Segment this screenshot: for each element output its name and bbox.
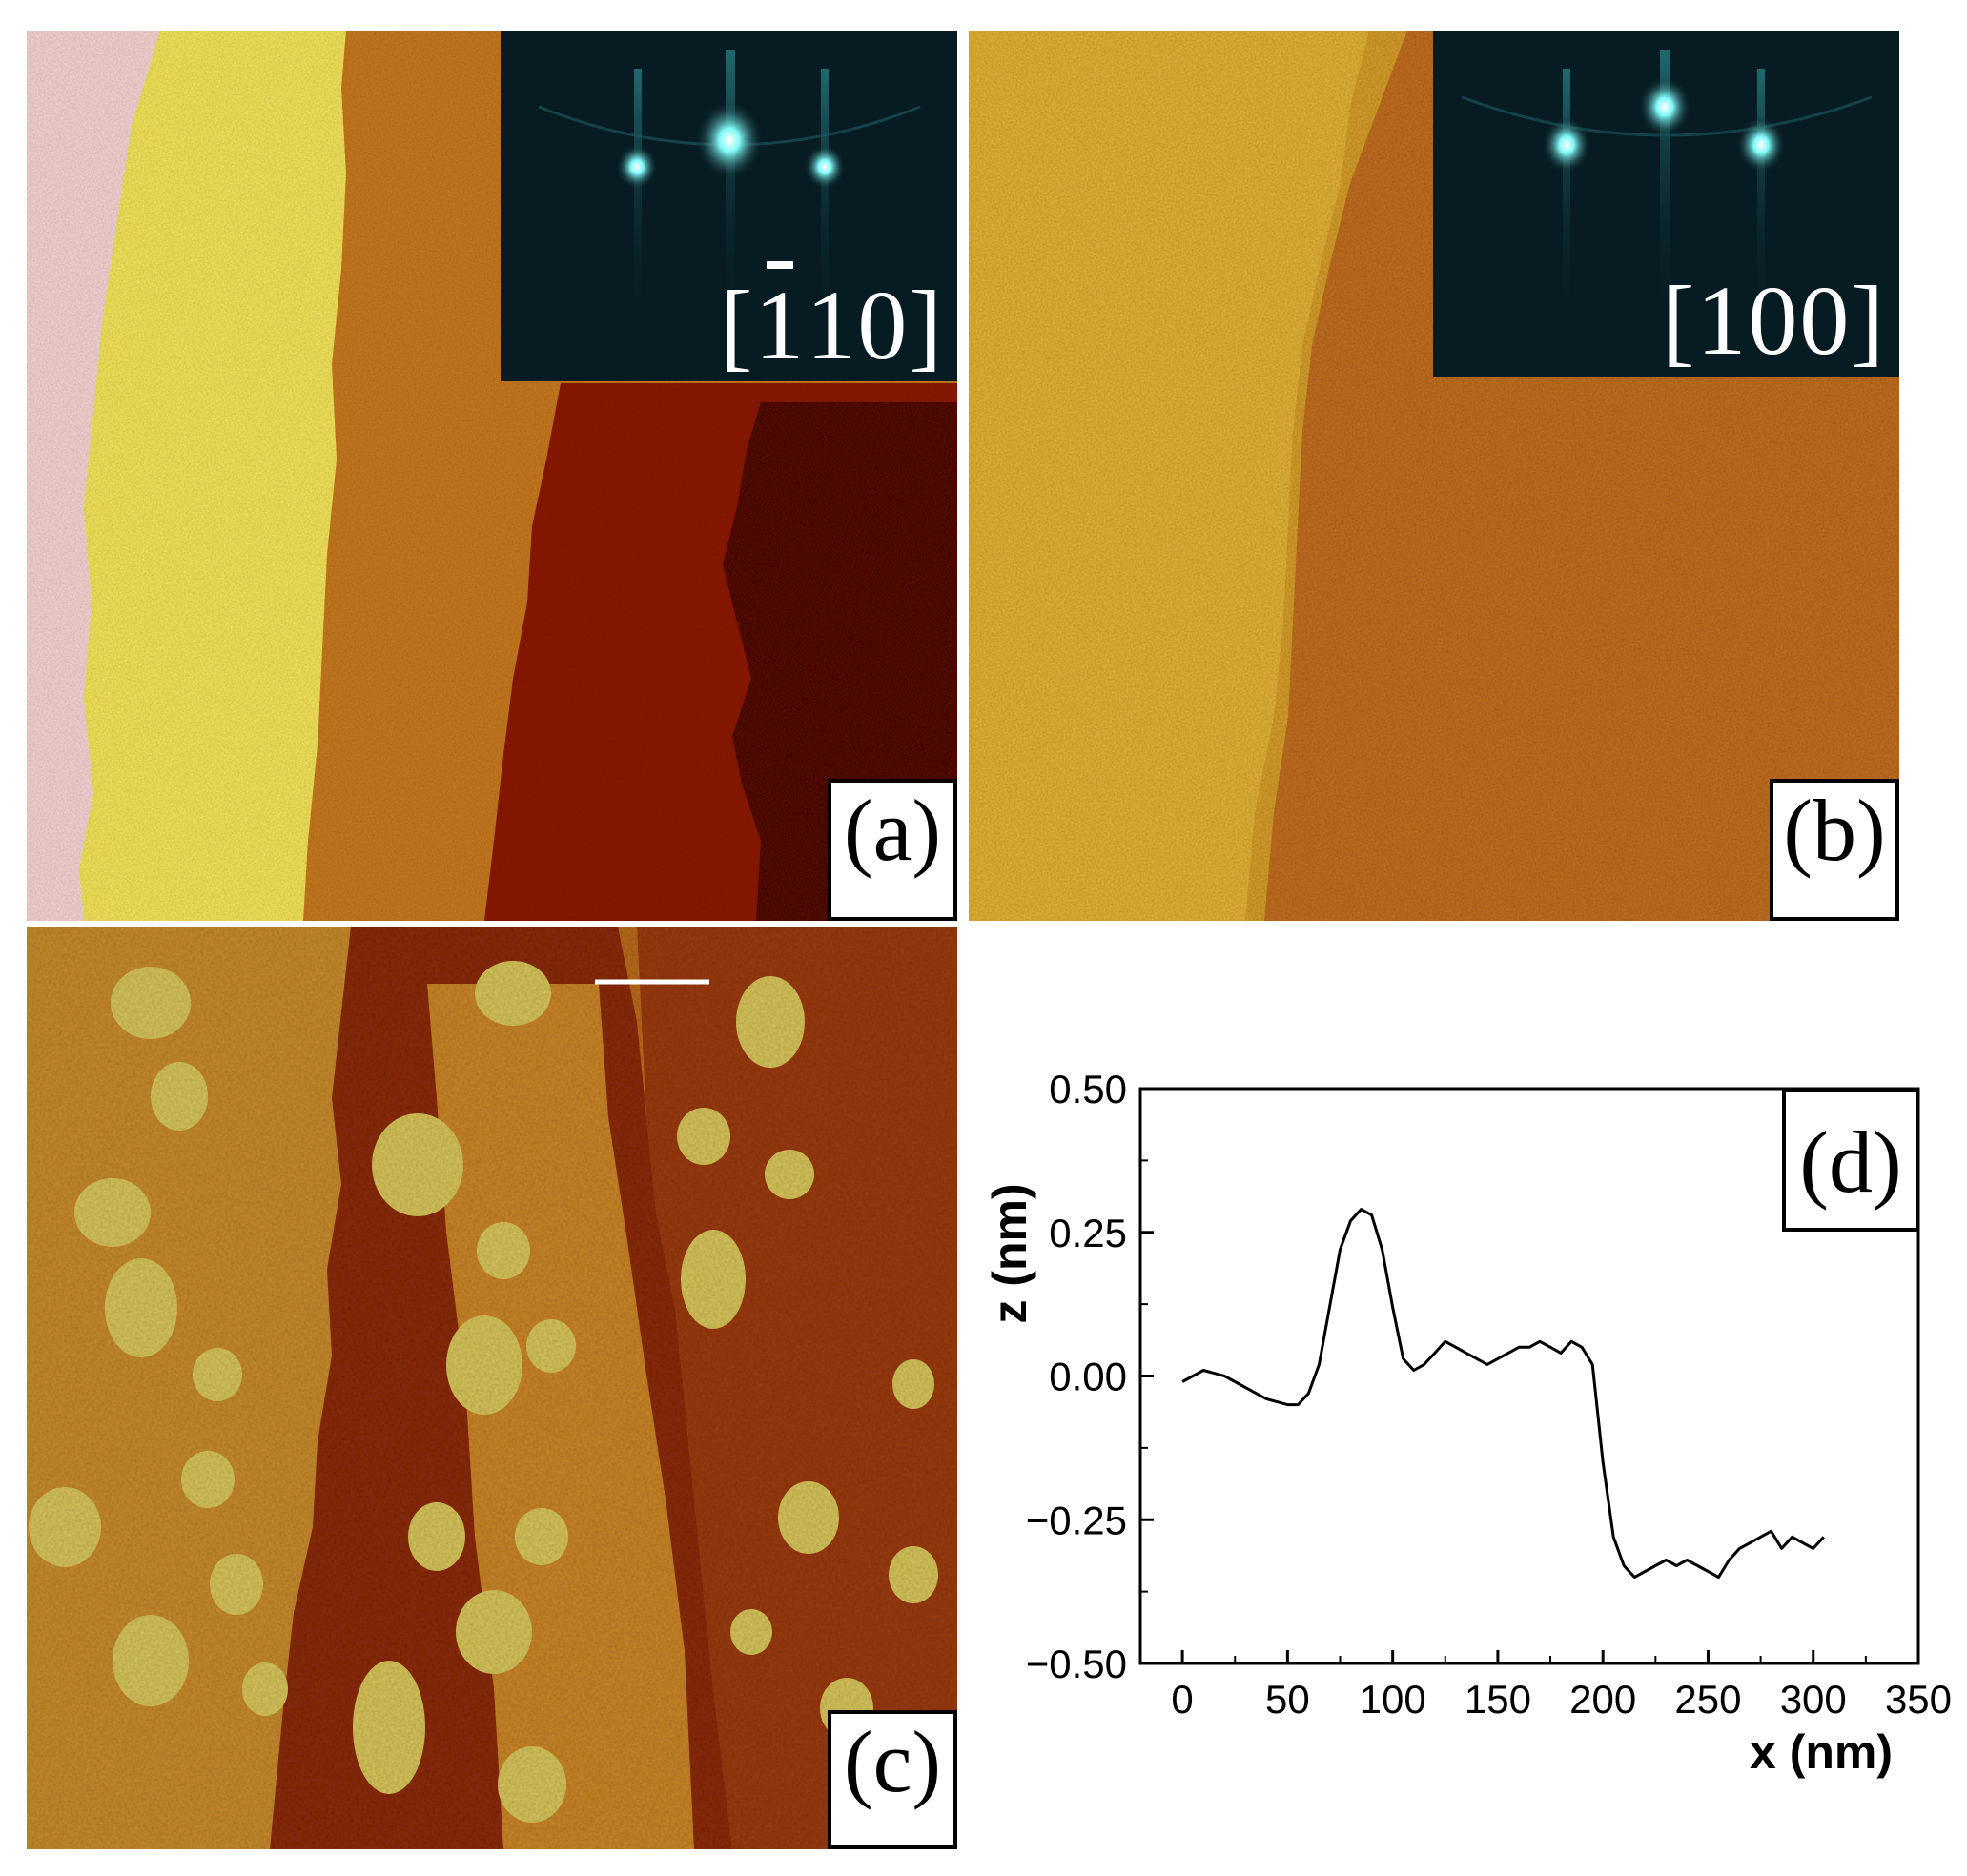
rheed-spot-right-b	[1736, 116, 1786, 173]
rheed-pattern-a	[501, 31, 957, 381]
y-tick-label: −0.50	[1026, 1642, 1127, 1686]
y-tick-label: 0.00	[1049, 1355, 1127, 1399]
rheed-direction-label-a: [110]	[719, 261, 944, 380]
x-tick-label: 50	[1265, 1677, 1310, 1722]
rheed-pattern-b	[1433, 31, 1899, 377]
rheed-spot-left-b	[1542, 116, 1591, 173]
afm-panel-b: [100] (b)	[969, 31, 1899, 921]
afm-image-c	[27, 927, 957, 1849]
rheed-inset-a: [110]	[501, 31, 957, 381]
x-tick-label: 100	[1360, 1677, 1426, 1722]
rheed-spot-center-a	[695, 100, 764, 180]
x-tick-label: 350	[1885, 1677, 1952, 1722]
profile-series-line	[1181, 1208, 1825, 1579]
rheed-spot-right-a	[804, 144, 846, 190]
panel-label-d: (d)	[1799, 1113, 1901, 1211]
chart-ticks: 0 50 100 150 200 250 300 350 −0.50 −0.25 0.00 0.25 0…	[1026, 1067, 1952, 1722]
rheed-spot-center-b	[1638, 76, 1691, 137]
afm-panel-c: (c)	[27, 927, 957, 1849]
panel-label-d-box: (d)	[1782, 1089, 1919, 1232]
x-axis-label: x (nm)	[1750, 1725, 1893, 1779]
x-tick-label: 200	[1569, 1677, 1636, 1722]
y-axis-label: z (nm)	[983, 1183, 1036, 1323]
x-tick-label: 150	[1465, 1677, 1531, 1722]
afm-panel-a: [110] (a)	[27, 31, 957, 921]
x-tick-label: 0	[1171, 1677, 1193, 1722]
x-tick-label: 250	[1674, 1677, 1741, 1722]
rheed-inset-b: [100]	[1433, 31, 1899, 377]
panel-label-a: (a)	[828, 779, 957, 921]
overbar-digit: 1	[754, 261, 807, 380]
panel-label-b: (b)	[1770, 779, 1899, 921]
height-profile-chart: 0 50 100 150 200 250 300 350 −0.50 −0.25 0.00 0.25 0…	[983, 1067, 1952, 1779]
chart-series	[1181, 1208, 1825, 1579]
y-tick-label: 0.25	[1049, 1211, 1127, 1255]
rheed-spot-left-a	[616, 144, 658, 190]
y-tick-label: −0.25	[1026, 1498, 1127, 1542]
x-tick-label: 300	[1780, 1677, 1847, 1722]
panel-label-c: (c)	[828, 1710, 957, 1849]
y-tick-label: 0.50	[1049, 1067, 1127, 1111]
rheed-direction-label-b: [100]	[1661, 266, 1886, 376]
